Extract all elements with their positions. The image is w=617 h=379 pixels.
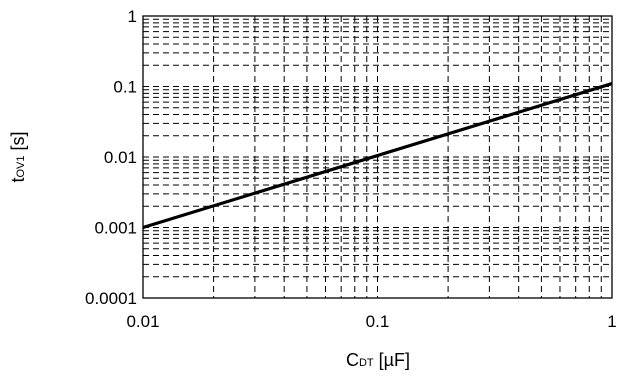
y-tick-labels: 1 0.1 0.01 0.001 0.0001 xyxy=(85,7,137,308)
x-axis-title-main: C xyxy=(346,350,359,370)
y-tick-label: 1 xyxy=(128,7,137,26)
y-axis-title-main: t xyxy=(8,178,28,183)
x-tick-label: 0.1 xyxy=(366,312,390,331)
y-axis-title-sub: OV1 xyxy=(15,155,27,177)
y-axis-title-unit: [s] xyxy=(8,131,28,155)
y-tick-label: 0.1 xyxy=(113,78,137,97)
x-axis-title: CDT [µF] xyxy=(346,350,410,370)
y-tick-label: 0.01 xyxy=(104,148,137,167)
series-lines xyxy=(142,82,613,230)
x-axis-title-sub: DT xyxy=(359,357,374,369)
y-tick-label: 0.0001 xyxy=(85,289,137,308)
x-tick-label: 0.01 xyxy=(126,312,159,331)
x-tick-label: 1 xyxy=(607,312,616,331)
x-tick-labels: 0.01 0.1 1 xyxy=(126,312,616,331)
series-line xyxy=(142,82,613,230)
x-axis-title-unit: [µF] xyxy=(374,350,410,370)
y-tick-label: 0.001 xyxy=(94,219,137,238)
plot-frame xyxy=(142,15,613,299)
y-axis-title: tOV1 [s] xyxy=(8,131,28,182)
